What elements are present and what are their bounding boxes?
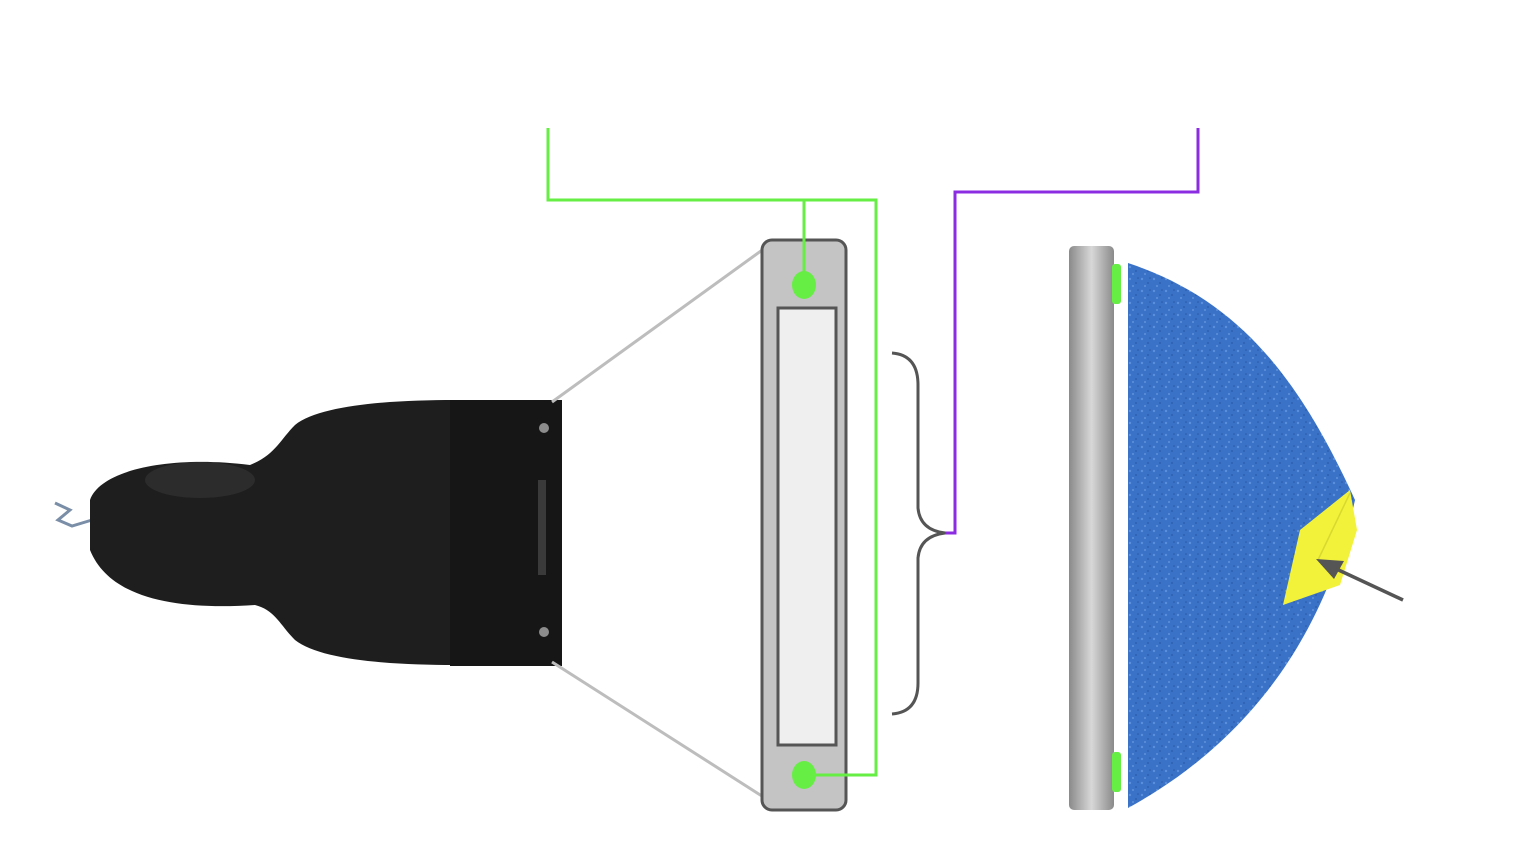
probe-screw-bottom — [539, 627, 549, 637]
side-view — [1069, 246, 1404, 810]
probe-slot — [538, 480, 546, 575]
sensor-array-window — [776, 306, 838, 747]
lesion-edge — [1317, 492, 1351, 561]
probe-image — [54, 400, 562, 666]
emitter-dot-top — [792, 271, 816, 299]
zoom-line-top — [551, 246, 766, 404]
probe-screw-top — [539, 423, 549, 433]
lesion-arrow — [1329, 564, 1404, 602]
sensor-array-brace — [891, 351, 946, 716]
side-emitter-bottom — [1112, 752, 1121, 792]
side-emitter-top — [1112, 264, 1121, 304]
probe-face — [760, 238, 848, 812]
probe-cable — [54, 501, 93, 528]
lesion-arrow-head — [1316, 559, 1344, 579]
sensor-connector — [945, 128, 1200, 535]
side-plate — [1069, 246, 1114, 810]
emitter-connector — [546, 128, 878, 777]
probe-handle-highlight — [145, 462, 255, 498]
probe-handle — [90, 400, 455, 665]
tissue-region — [1128, 263, 1355, 808]
zoom-line-bottom — [551, 660, 766, 800]
